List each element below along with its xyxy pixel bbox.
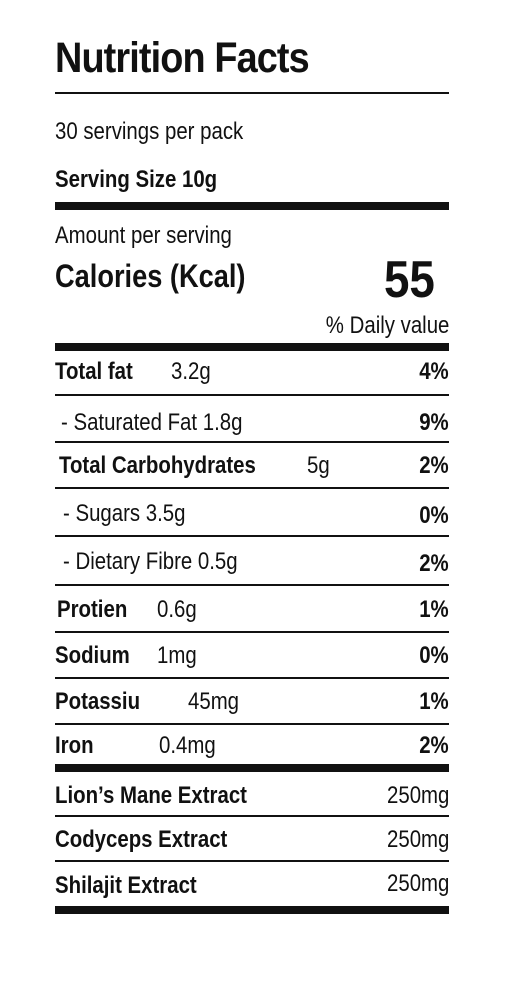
nutrient-label-total-carbohydrates: Total Carbohydrates [59,452,256,479]
nutrition-facts-label: Nutrition Facts 30 servings per pack Ser… [55,30,449,920]
amount-per-serving: Amount per serving [55,222,232,249]
title-divider [55,92,449,94]
row-divider [55,631,449,633]
row-divider [55,487,449,489]
extract-amount-lions-mane: 250mg [386,782,449,809]
row-divider [55,394,449,396]
nutrient-amount-potassium: 45mg [188,688,240,715]
row-divider [55,584,449,586]
nutrient-dv-total-fat: 4% [419,358,449,385]
row-divider [55,441,449,443]
row-divider [55,535,449,537]
nutrient-label-dietary-fibre: - Dietary Fibre 0.5g [63,548,238,575]
nutrient-amount-iron: 0.4mg [159,732,216,759]
calories-value: 55 [384,251,435,309]
daily-value-header: % Daily value [325,312,449,339]
extract-label-shilajit: Shilajit Extract [55,872,197,899]
nutrient-label-sugars: - Sugars 3.5g [63,500,186,527]
row-divider [55,860,449,862]
row-divider [55,723,449,725]
nutrient-amount-sodium: 1mg [157,642,197,669]
nutrient-amount-protein: 0.6g [157,596,197,623]
nutrient-label-potassium: Potassiu [55,688,141,715]
row-divider [55,677,449,679]
label-title: Nutrition Facts [55,34,310,82]
nutrient-dv-dietary-fibre: 2% [419,550,449,577]
row-divider [55,815,449,817]
bottom-border [55,906,449,914]
nutrient-dv-iron: 2% [419,732,449,759]
extract-label-cordyceps: Codyceps Extract [55,826,228,853]
nutrient-dv-sodium: 0% [419,642,449,669]
nutrient-amount-total-fat: 3.2g [171,358,211,385]
calories-divider [55,343,449,351]
extract-amount-cordyceps: 250mg [386,826,449,853]
nutrient-dv-total-carbohydrates: 2% [419,452,449,479]
nutrient-dv-sugars: 0% [419,502,449,529]
calories-label: Calories (Kcal) [55,258,246,294]
nutrient-amount-total-carbohydrates: 5g [307,452,330,479]
nutrient-label-saturated-fat: - Saturated Fat 1.8g [61,409,243,436]
serving-size: Serving Size 10g [55,166,218,193]
nutrient-label-iron: Iron [55,732,94,759]
servings-per-pack: 30 servings per pack [55,118,244,145]
nutrient-label-protein: Protien [57,596,128,623]
nutrient-label-sodium: Sodium [55,642,130,669]
nutrient-label-total-fat: Total fat [55,358,133,385]
serving-divider [55,202,449,210]
extract-label-lions-mane: Lion’s Mane Extract [55,782,247,809]
nutrient-dv-protein: 1% [419,596,449,623]
nutrients-divider [55,764,449,772]
extract-amount-shilajit: 250mg [386,870,449,897]
nutrient-dv-saturated-fat: 9% [419,409,449,436]
nutrient-dv-potassium: 1% [419,688,449,715]
